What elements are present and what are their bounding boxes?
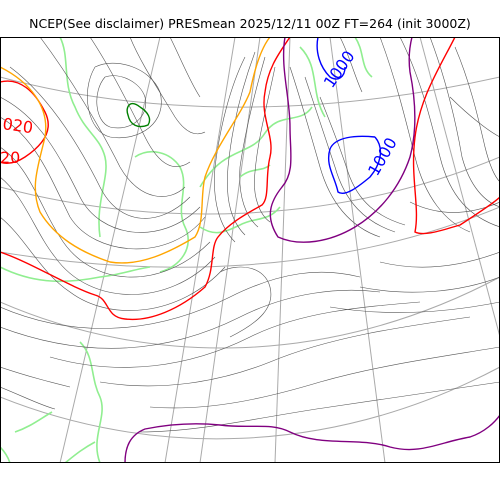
map-title: NCEP(See disclaimer) PRESmean 2025/12/11… [29, 16, 471, 31]
isobars-major [0, 37, 500, 463]
contour-label-1020-upper: 020 [1, 114, 34, 137]
isobar-orange-1016 [0, 37, 271, 264]
isobar-purple [269, 37, 416, 243]
isobar-purple-south [124, 414, 500, 463]
coastlines [0, 37, 373, 463]
isobar-blue-1000-south [328, 135, 382, 194]
isobar-red-east [412, 37, 500, 235]
isobar-blue-1000-north [316, 37, 346, 80]
isobar-green-1024 [126, 103, 151, 128]
contour-label-1020-lower: 20 [0, 148, 20, 167]
isobar-red-1020-central [0, 37, 291, 321]
pressure-map: 1000 1000 020 20 [0, 37, 500, 463]
isobars-minor [0, 37, 500, 433]
graticule [0, 37, 500, 463]
contour-label-1000-lower: 1000 [364, 134, 401, 179]
contour-label-1000-upper: 1000 [320, 47, 359, 91]
